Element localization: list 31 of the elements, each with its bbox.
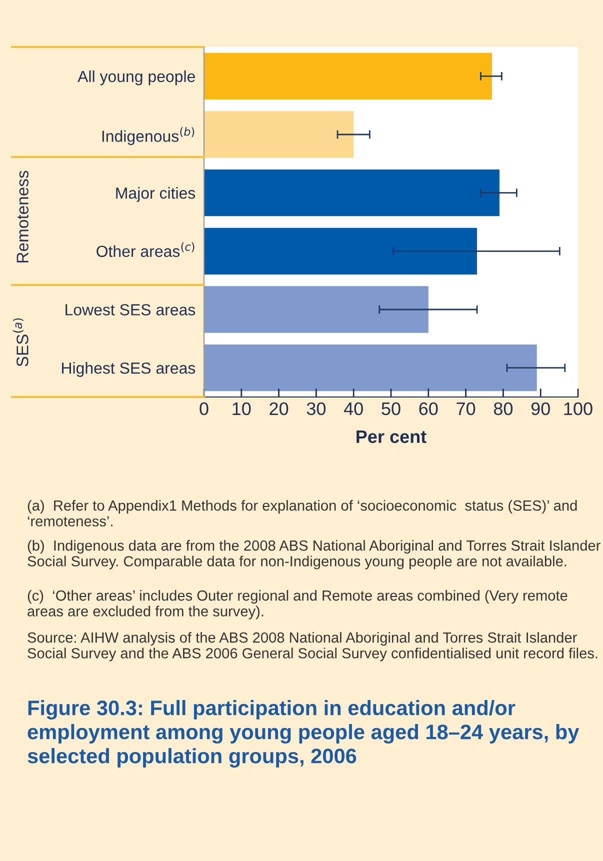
x-tick-label: 70 [456, 402, 476, 416]
x-tick-label: 90 [531, 402, 550, 416]
y-tick-label: Highest SES areas [62, 362, 196, 377]
bar [204, 52, 492, 100]
x-axis-title: Per cent [356, 430, 426, 444]
x-tick-label: 60 [419, 402, 438, 416]
x-tick-label: 30 [306, 402, 326, 416]
y-tick-label: Major cities [116, 187, 196, 202]
text: Remoteness [16, 170, 28, 262]
x-tick-label: 20 [270, 402, 288, 416]
x-tick-label: 10 [232, 402, 251, 416]
y-tick-label: All young people [78, 70, 195, 86]
x-tick-label: 40 [344, 402, 363, 416]
x-tick-label: 100 [564, 402, 592, 416]
text: Figure 30.3: Full participation in education and/or employment among young people aged 18–24 years, by selected population groups, 2006 [28, 700, 580, 768]
text: (b) Indigenous data are from the 2008 ABS National Aboriginal and Torres Strait Islander Social Survey. Comparable data for non-Indigenous young people are not available. [28, 540, 600, 570]
bar [204, 228, 478, 274]
bar [204, 286, 428, 333]
y-tick-label: Lowest SES areas [66, 304, 196, 316]
bar [204, 170, 500, 216]
text: SES$^{(a)}$ [12, 318, 28, 366]
y-tick-label: Indigenous$^{(b)}$ [102, 127, 194, 146]
x-tick-label: 0 [200, 402, 208, 416]
source-note: Source: AIHW analysis of the ABS 2008 National Aboriginal and Torres Strait Islander Social Survey and the ABS 2006 General Social Survey confidentialised unit record files. [28, 632, 598, 662]
text: (c) ‘Other areas’ includes Outer regional and Remote areas combined (Very remote areas are excluded from the survey). [28, 590, 568, 620]
x-tick-label: 80 [494, 402, 513, 416]
text: (a) Refer to Appendix1 Methods for explanation of ‘socioeconomic status (SES)’ and ‘remoteness’. [28, 500, 577, 526]
bar [204, 344, 537, 392]
y-tick-label: Other areas$^{(c)}$ [96, 242, 194, 258]
bar [204, 111, 354, 158]
x-tick-label: 50 [382, 402, 400, 416]
